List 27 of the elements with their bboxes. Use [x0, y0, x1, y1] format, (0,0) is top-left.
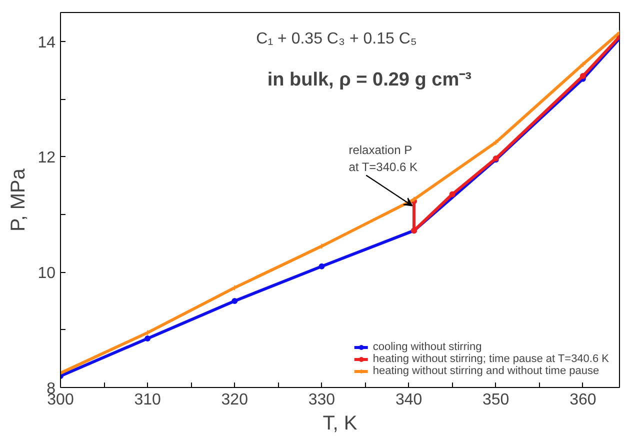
legend-label: cooling without stirring — [372, 341, 482, 353]
y-tick-label: 14 — [38, 34, 56, 52]
point — [232, 284, 238, 291]
x-tick-label: 320 — [221, 392, 248, 408]
annotation: C₁ + 0.35 C₃ + 0.15 C₅ — [256, 30, 417, 48]
x-tick-label: 340 — [395, 392, 422, 408]
point — [580, 61, 586, 68]
x-tick-label: 310 — [134, 392, 162, 408]
point — [449, 191, 456, 198]
point — [580, 72, 586, 79]
legend-label: heating without stirring; time pause at T=340.6 K — [372, 353, 609, 365]
x-tick-label: 360 — [570, 392, 596, 408]
point — [492, 139, 499, 146]
y-tick-label: 10 — [38, 265, 56, 282]
y-axis-title: P, MPa — [8, 168, 30, 232]
y-tick-label: 12 — [38, 150, 56, 167]
x-tick-label: 350 — [482, 392, 510, 408]
annotation: relaxation P at T=340.6 K — [348, 143, 418, 174]
point — [144, 330, 151, 336]
x-tick-label: 330 — [308, 392, 336, 408]
point — [318, 263, 325, 270]
point — [232, 298, 238, 304]
x-axis-title: T, K — [322, 412, 358, 434]
annotation: in bulk, ρ = 0.29 g cm⁻³ — [267, 70, 472, 90]
point — [318, 243, 325, 250]
legend-label: heating without stirring and without time pause — [372, 365, 600, 377]
point — [144, 335, 151, 342]
